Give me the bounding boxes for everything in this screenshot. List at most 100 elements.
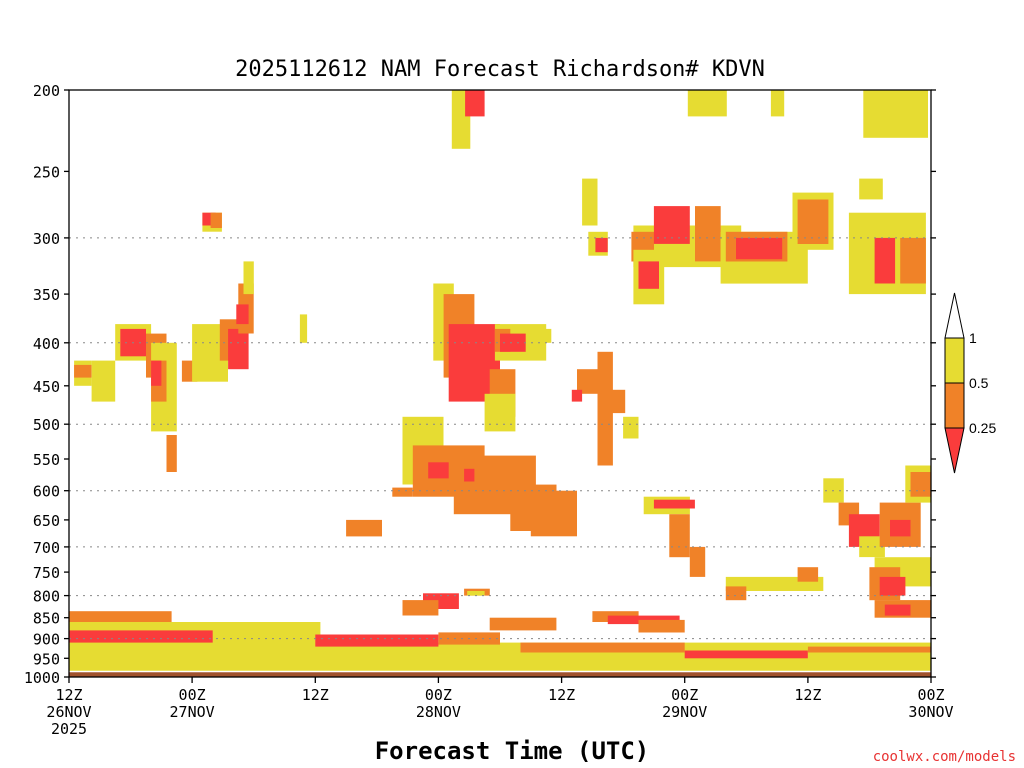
richardson-cell [210, 212, 222, 228]
richardson-cell [489, 617, 557, 631]
richardson-cell [571, 389, 583, 402]
x-tick-label: 2025 [51, 720, 87, 738]
richardson-cell [653, 499, 695, 509]
x-axis-label: Forecast Time (UTC) [375, 737, 650, 765]
richardson-cell [807, 646, 931, 653]
richardson-cell [797, 199, 829, 244]
x-tick-label: 00Z [671, 686, 698, 704]
credit-text: coolwx.com/models [873, 749, 1016, 765]
richardson-cell [863, 90, 928, 138]
richardson-cell [465, 90, 485, 117]
richardson-cell [392, 487, 413, 497]
richardson-cell [582, 178, 598, 226]
x-tick-label: 00Z [917, 686, 944, 704]
plot-frame [68, 89, 932, 678]
richardson-cell [243, 261, 254, 295]
richardson-cell [500, 333, 526, 352]
richardson-cell [610, 389, 626, 414]
y-tick-label: 800 [33, 588, 60, 606]
x-tick-label: 12Z [55, 686, 82, 704]
y-tick-label: 450 [33, 378, 60, 396]
y-tick-label: 200 [33, 82, 60, 100]
plot-area [69, 90, 931, 677]
legend-swatch-bottom [944, 427, 965, 474]
richardson-cell [770, 90, 785, 117]
richardson-cell [236, 304, 249, 325]
y-tick-label: 600 [33, 483, 60, 501]
chart-title: 2025112612 NAM Forecast Richardson# KDVN [235, 57, 765, 82]
richardson-cell [607, 615, 680, 625]
x-tick-label: 00Z [179, 686, 206, 704]
y-axis: 200 250 300 350 400 450 500 550 600 650 700 750 800 8… [24, 82, 936, 687]
richardson-cell [595, 237, 608, 253]
legend-label: 0.25 [969, 420, 996, 436]
y-tick-label: 850 [33, 610, 60, 628]
richardson-cell [467, 591, 485, 596]
x-tick-label: 12Z [302, 686, 329, 704]
richardson-cell [884, 604, 911, 616]
y-tick-label: 750 [33, 564, 60, 582]
richardson-cell [597, 351, 613, 466]
richardson-cell [228, 328, 249, 370]
richardson-cell [623, 416, 639, 439]
richardson-cell [91, 360, 116, 402]
richardson-cell [910, 472, 931, 497]
y-tick-label: 300 [33, 230, 60, 248]
richardson-cell [464, 468, 475, 482]
y-tick-label: 950 [33, 650, 60, 668]
x-tick-label: 30NOV [908, 703, 953, 721]
richardson-cell [484, 393, 516, 432]
richardson-cell [151, 360, 162, 386]
richardson-cell [669, 514, 690, 558]
ground-band [69, 671, 931, 677]
richardson-cell [900, 237, 926, 284]
x-tick-label: 26NOV [46, 703, 91, 721]
richardson-cell [890, 519, 911, 537]
richardson-cell [874, 237, 896, 284]
richardson-cell [346, 519, 382, 537]
y-tick-label: 400 [33, 335, 60, 353]
y-tick-label: 1000 [24, 669, 60, 687]
richardson-cell [797, 567, 819, 582]
richardson-cell [428, 462, 449, 479]
legend-swatch [944, 337, 965, 384]
richardson-cell [510, 484, 557, 531]
richardson-cell [299, 314, 308, 343]
y-tick-label: 650 [33, 512, 60, 530]
y-tick-label: 550 [33, 451, 60, 469]
y-tick-label: 500 [33, 416, 60, 434]
richardson-cell [910, 576, 931, 584]
richardson-cell [74, 364, 92, 378]
richardson-cell [520, 642, 685, 653]
richardson-cell [69, 611, 172, 622]
richardson-cell [695, 206, 721, 262]
y-tick-label: 250 [33, 163, 60, 181]
legend-swatch-top [944, 292, 965, 339]
richardson-cell [638, 619, 685, 633]
legend: 1 0.5 0.25 [944, 292, 996, 474]
legend-label: 0.5 [969, 375, 989, 391]
legend-swatch [944, 382, 965, 429]
x-tick-label: 27NOV [170, 703, 215, 721]
x-tick-label: 12Z [548, 686, 575, 704]
richardson-cell [736, 237, 783, 260]
x-tick-label: 28NOV [416, 703, 461, 721]
richardson-cell [725, 586, 747, 601]
richardson-cell [638, 261, 659, 289]
y-tick-label: 700 [33, 539, 60, 557]
richardson-cell [687, 90, 727, 117]
richardson-cell [315, 634, 439, 647]
richardson-cell [859, 178, 883, 200]
legend-label: 1 [969, 330, 977, 346]
x-tick-label: 12Z [794, 686, 821, 704]
richardson-cell [684, 650, 808, 659]
richardson-cell [879, 576, 906, 596]
x-tick-label: 29NOV [662, 703, 707, 721]
y-tick-label: 900 [33, 631, 60, 649]
richardson-cell [402, 600, 439, 616]
richardson-cell [689, 546, 706, 577]
y-tick-label: 350 [33, 286, 60, 304]
richardson-cell [541, 328, 552, 343]
